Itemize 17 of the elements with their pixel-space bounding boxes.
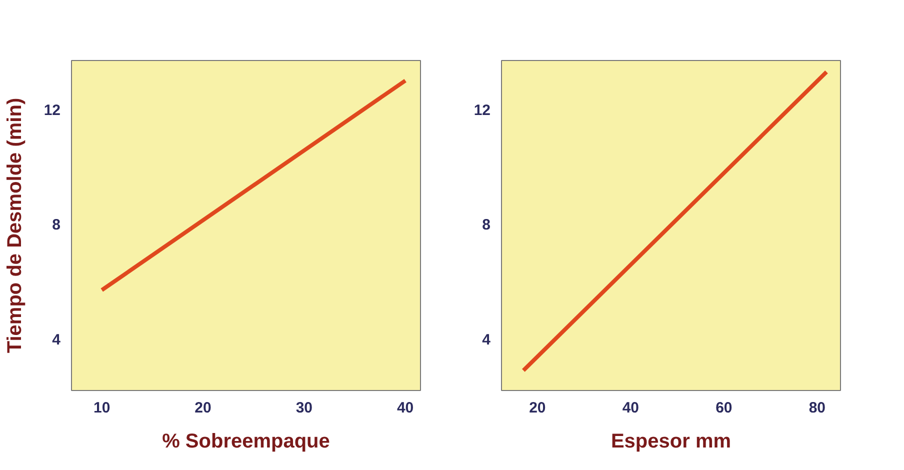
x-tick-label: 20 (529, 400, 546, 416)
x-axis-title: Espesor mm (610, 430, 732, 452)
y-tick-label: 8 (482, 216, 490, 234)
x-tick-label: 80 (808, 400, 826, 416)
y-axis-title: Tiempo de Desmolde (min) (4, 98, 26, 354)
x-tick-label: 60 (716, 400, 732, 416)
x-tick-label: 40 (396, 400, 414, 416)
x-tick-label: 10 (94, 400, 110, 416)
y-tick-label: 8 (52, 216, 60, 234)
x-axis-title: % Sobreempaque (162, 430, 330, 452)
y-tick-label: 12 (474, 102, 491, 119)
y-tick-label: 4 (482, 331, 492, 348)
y-tick-label: 12 (44, 102, 61, 119)
x-tick-label: 40 (622, 400, 640, 416)
y-tick-label: 4 (52, 331, 62, 348)
x-tick-label: 20 (194, 400, 212, 416)
x-tick-label: 30 (296, 400, 313, 416)
